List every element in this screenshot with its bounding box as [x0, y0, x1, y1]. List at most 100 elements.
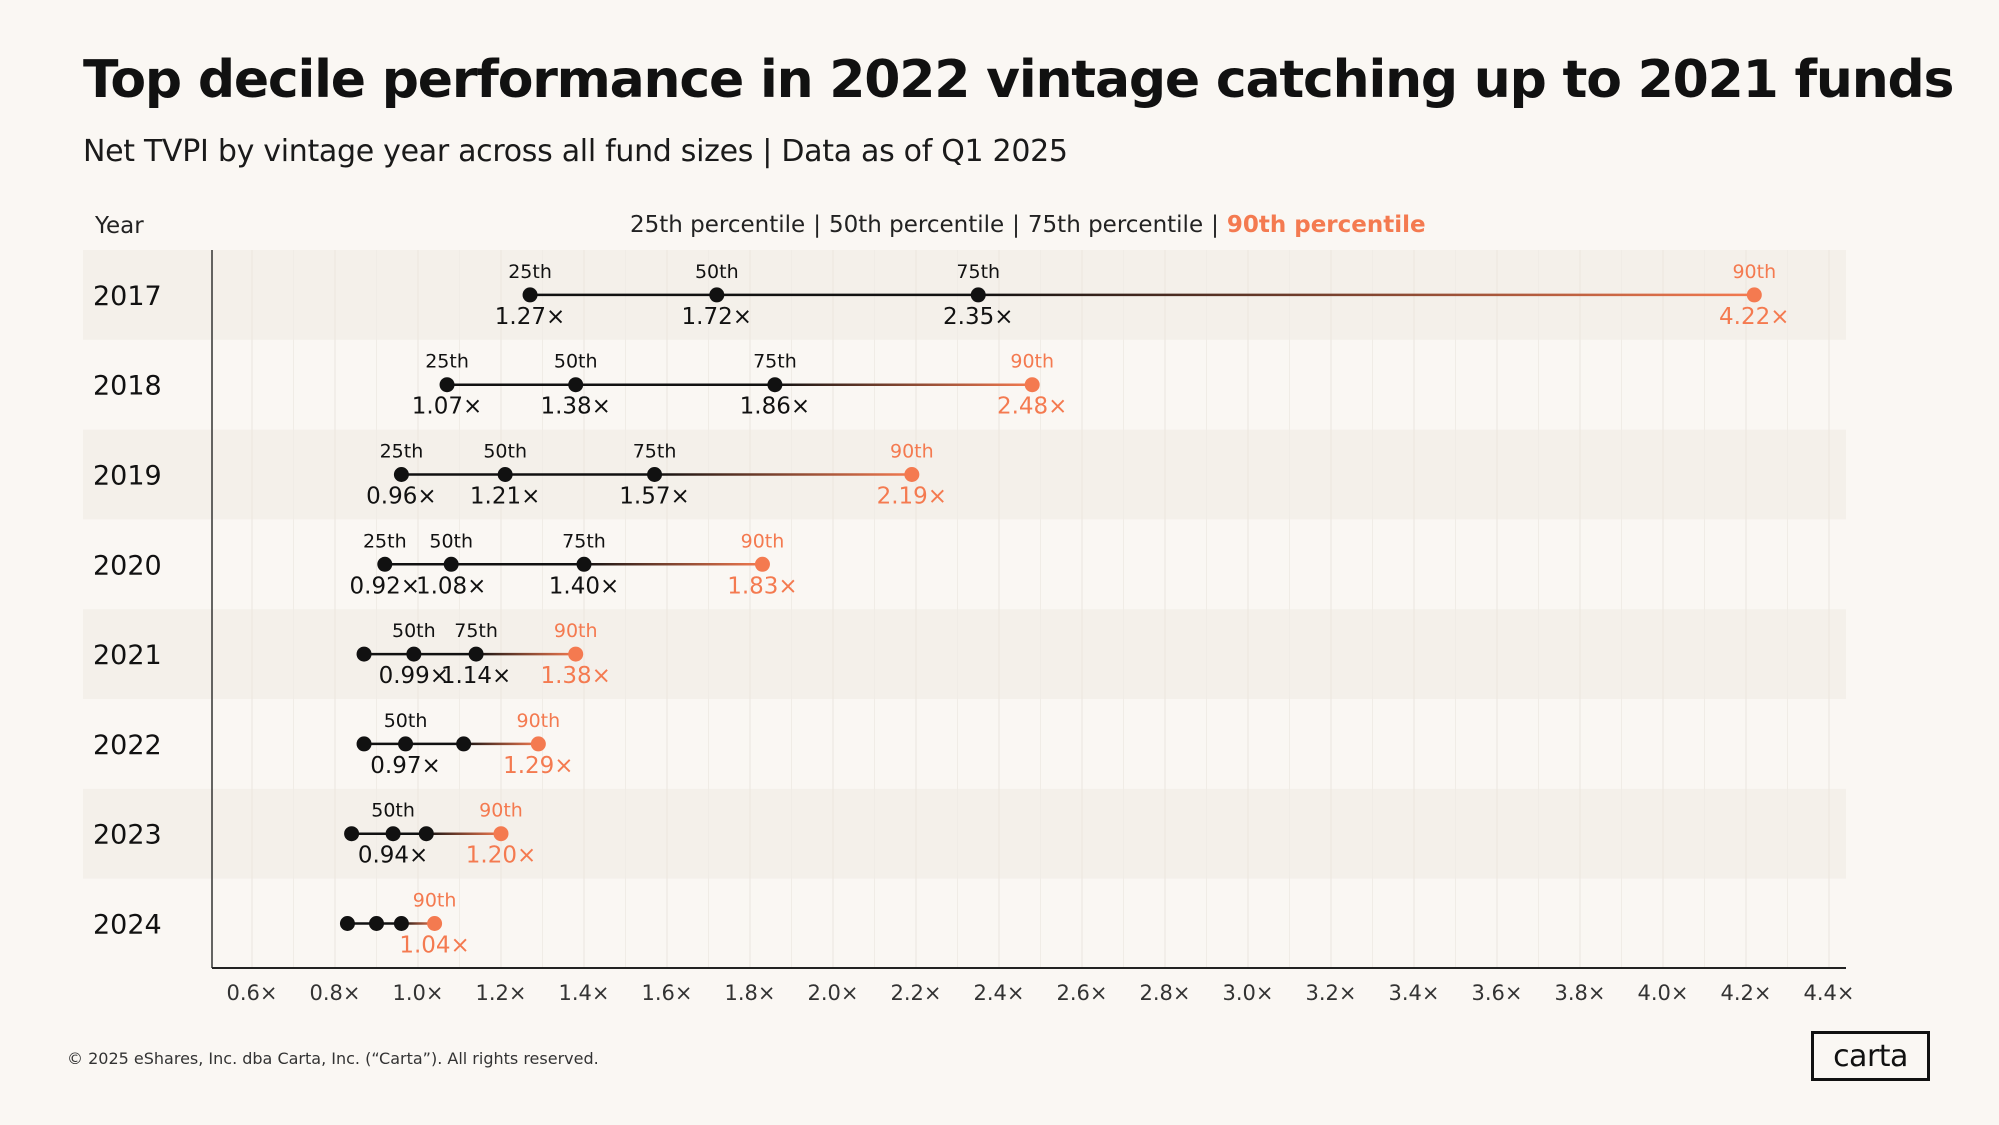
x-tick-label: 1.2×	[476, 981, 527, 1005]
value-label: 0.92×	[350, 573, 420, 599]
value-label: 1.86×	[740, 394, 810, 420]
percentile-label: 50th	[554, 351, 598, 373]
percentile-label: 90th	[517, 710, 561, 732]
year-label: 2017	[93, 281, 162, 312]
value-label: 1.72×	[682, 304, 752, 330]
percentile-dot-25th	[439, 377, 455, 393]
percentile-label: 75th	[454, 620, 498, 642]
year-label: 2022	[93, 730, 162, 761]
value-label: 1.27×	[495, 304, 565, 330]
percentile-label: 75th	[633, 441, 677, 463]
x-tick-label: 3.6×	[1472, 981, 1523, 1005]
percentile-label: 75th	[562, 530, 606, 552]
value-label: 1.40×	[549, 573, 619, 599]
x-tick-label: 0.6×	[227, 981, 278, 1005]
percentile-dot-50th	[497, 467, 513, 482]
x-tick-label: 2.8×	[1140, 981, 1191, 1005]
legend-separator: |	[1012, 212, 1020, 238]
legend-p75: 75th percentile	[1027, 212, 1204, 238]
x-tick-label: 1.4×	[559, 981, 610, 1005]
x-tick-label: 3.0×	[1223, 981, 1274, 1005]
year-label: 2023	[93, 820, 162, 851]
percentile-label: 50th	[429, 530, 473, 552]
percentile-dot-90th	[427, 916, 443, 931]
x-tick-label: 1.0×	[393, 981, 444, 1005]
percentile-dot-90th	[493, 826, 509, 842]
percentile-dot-90th	[1746, 287, 1762, 303]
legend-separator: |	[1211, 212, 1219, 238]
value-label: 1.08×	[416, 573, 486, 599]
percentile-dot-50th	[568, 377, 584, 393]
percentile-dot-75th	[576, 556, 592, 572]
percentile-label: 90th	[890, 441, 934, 463]
percentile-dot-25th	[377, 556, 393, 572]
percentile-label: 75th	[753, 351, 797, 373]
percentile-label: 25th	[380, 441, 424, 463]
percentile-dot-90th	[1024, 377, 1040, 393]
x-tick-label: 2.6×	[1057, 981, 1108, 1005]
value-label: 1.20×	[466, 843, 536, 869]
value-label: 0.94×	[358, 843, 428, 869]
percentile-label: 90th	[741, 530, 785, 552]
value-label: 1.04×	[399, 933, 469, 959]
percentile-label: 25th	[363, 530, 407, 552]
percentile-label: 50th	[384, 710, 428, 732]
percentile-label: 75th	[956, 261, 1000, 283]
legend-p50: 50th percentile	[828, 212, 1005, 238]
x-tick-label: 3.2×	[1306, 981, 1357, 1005]
percentile-dot-50th	[385, 826, 401, 842]
percentile-dot-90th	[904, 467, 920, 482]
percentile-label: 90th	[1010, 351, 1054, 373]
x-tick-label: 4.0×	[1638, 981, 1689, 1005]
percentile-label: 50th	[695, 261, 739, 283]
percentile-dot-75th	[970, 287, 986, 303]
percentile-dot-50th	[709, 287, 725, 303]
year-label: 2021	[93, 640, 162, 671]
x-tick-label: 2.2×	[891, 981, 942, 1005]
x-tick-label: 4.4×	[1804, 981, 1855, 1005]
value-label: 0.96×	[366, 484, 436, 510]
chart-title: Top decile performance in 2022 vintage c…	[83, 50, 1955, 110]
year-label: 2020	[93, 550, 162, 581]
percentile-dot-75th	[767, 377, 783, 393]
year-label: 2018	[93, 371, 162, 402]
row-band	[83, 429, 1846, 520]
percentile-dot-50th	[406, 646, 422, 662]
legend: 25th percentile | 50th percentile | 75th per…	[630, 212, 1426, 238]
x-tick-label: 3.4×	[1389, 981, 1440, 1005]
percentile-label: 50th	[392, 620, 436, 642]
percentile-dot-25th	[344, 826, 360, 842]
year-label: 2019	[93, 461, 162, 492]
percentile-dot-25th	[522, 287, 538, 303]
x-tick-label: 3.8×	[1555, 981, 1606, 1005]
legend-p90: 90th percentile	[1226, 212, 1426, 238]
percentile-dot-90th	[568, 646, 584, 662]
x-tick-label: 2.4×	[974, 981, 1025, 1005]
percentile-dot-75th	[468, 646, 484, 662]
value-label: 1.38×	[540, 663, 610, 689]
x-tick-label: 2.0×	[808, 981, 859, 1005]
percentile-label: 90th	[479, 800, 523, 822]
value-label: 1.07×	[412, 394, 482, 420]
percentile-label: 90th	[1732, 261, 1776, 283]
percentile-label: 25th	[425, 351, 469, 373]
percentile-dot-25th	[339, 916, 355, 931]
year-label: 2024	[93, 910, 162, 941]
percentile-label: 90th	[413, 890, 457, 912]
value-label: 4.22×	[1719, 304, 1789, 330]
value-label: 1.83×	[727, 573, 797, 599]
percentile-label: 50th	[483, 441, 527, 463]
value-label: 2.35×	[943, 304, 1013, 330]
chart-subtitle: Net TVPI by vintage year across all fund…	[83, 134, 1068, 169]
value-label: 2.19×	[877, 484, 947, 510]
value-label: 1.38×	[540, 394, 610, 420]
percentile-dot-75th	[647, 467, 663, 482]
carta-logo: carta	[1811, 1031, 1930, 1081]
x-tick-label: 4.2×	[1721, 981, 1772, 1005]
year-column-header: Year	[95, 213, 144, 239]
legend-separator: |	[813, 212, 821, 238]
x-tick-label: 1.8×	[725, 981, 776, 1005]
percentile-dot-75th	[418, 826, 434, 842]
percentile-dot-90th	[754, 556, 770, 572]
percentile-dot-75th	[393, 916, 409, 931]
